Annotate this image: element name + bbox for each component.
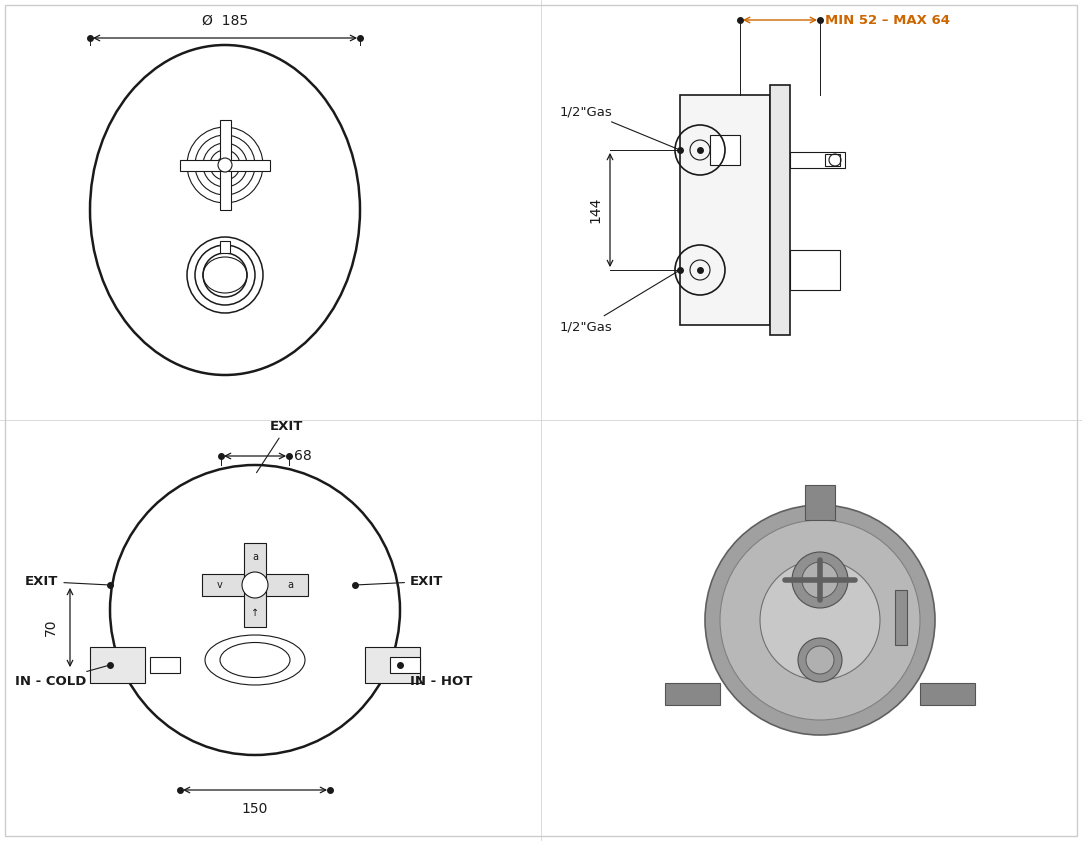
Text: IN - COLD: IN - COLD — [15, 666, 107, 688]
Text: 150: 150 — [241, 802, 268, 816]
Text: a: a — [252, 552, 258, 562]
Text: 68: 68 — [294, 449, 312, 463]
FancyBboxPatch shape — [220, 241, 230, 253]
Text: EXIT: EXIT — [358, 575, 444, 588]
Text: 70: 70 — [44, 619, 58, 637]
FancyBboxPatch shape — [245, 585, 266, 627]
Text: MIN 52 – MAX 64: MIN 52 – MAX 64 — [824, 13, 950, 27]
Circle shape — [802, 562, 837, 598]
Circle shape — [760, 560, 880, 680]
FancyBboxPatch shape — [220, 120, 230, 210]
FancyBboxPatch shape — [895, 590, 907, 645]
FancyBboxPatch shape — [824, 154, 840, 166]
FancyBboxPatch shape — [665, 683, 720, 705]
FancyBboxPatch shape — [150, 657, 180, 673]
FancyBboxPatch shape — [365, 647, 420, 683]
Text: v: v — [217, 580, 223, 590]
Text: 144: 144 — [588, 197, 602, 223]
Circle shape — [242, 572, 268, 598]
Text: 1/2"Gas: 1/2"Gas — [560, 272, 677, 333]
Circle shape — [217, 158, 232, 172]
Circle shape — [792, 552, 848, 608]
Circle shape — [806, 646, 834, 674]
FancyBboxPatch shape — [245, 543, 266, 585]
Text: Ø  185: Ø 185 — [202, 14, 248, 28]
FancyBboxPatch shape — [770, 85, 790, 335]
Text: EXIT: EXIT — [25, 575, 107, 588]
FancyBboxPatch shape — [920, 683, 975, 705]
FancyBboxPatch shape — [679, 95, 770, 325]
Text: a: a — [287, 580, 293, 590]
Circle shape — [720, 520, 920, 720]
FancyBboxPatch shape — [390, 657, 420, 673]
FancyBboxPatch shape — [180, 160, 270, 171]
FancyBboxPatch shape — [805, 485, 835, 520]
FancyBboxPatch shape — [790, 250, 840, 290]
Text: IN - HOT: IN - HOT — [403, 666, 473, 688]
Text: EXIT: EXIT — [256, 420, 303, 473]
FancyBboxPatch shape — [790, 152, 845, 168]
FancyBboxPatch shape — [710, 135, 740, 165]
FancyBboxPatch shape — [266, 574, 308, 596]
Circle shape — [799, 638, 842, 682]
FancyBboxPatch shape — [202, 574, 245, 596]
Text: 1/2"Gas: 1/2"Gas — [560, 105, 677, 149]
FancyBboxPatch shape — [90, 647, 145, 683]
Circle shape — [705, 505, 935, 735]
Text: ↑: ↑ — [251, 608, 259, 618]
